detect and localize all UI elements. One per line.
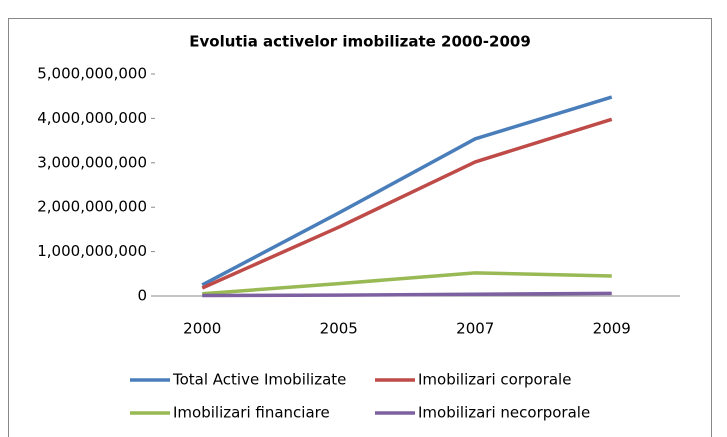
y-tick-label: 3,000,000,000 <box>37 153 147 171</box>
x-tick-label: 2000 <box>183 320 221 338</box>
series-line <box>202 291 612 298</box>
x-tick-label: 2007 <box>456 320 494 338</box>
chart-title: Evolutia activelor imobilizate 2000-2009 <box>189 33 531 51</box>
x-tick-label: 2009 <box>593 320 631 338</box>
legend-label: Imobilizari corporale <box>418 371 571 389</box>
legend-label: Total Active Imobilizate <box>172 371 346 389</box>
series-line <box>202 271 612 296</box>
y-tick-label: 0 <box>137 287 147 305</box>
legend-label: Imobilizari necorporale <box>418 404 590 422</box>
series-line <box>201 117 613 290</box>
y-tick-label: 1,000,000,000 <box>37 242 147 260</box>
series-line <box>201 95 613 287</box>
chart-frame <box>8 18 712 437</box>
y-tick-label: 2,000,000,000 <box>37 198 147 216</box>
y-tick-label: 4,000,000,000 <box>37 109 147 127</box>
x-tick-label: 2005 <box>320 320 358 338</box>
legend-label: Imobilizari financiare <box>173 404 330 422</box>
y-tick-label: 5,000,000,000 <box>37 65 147 83</box>
